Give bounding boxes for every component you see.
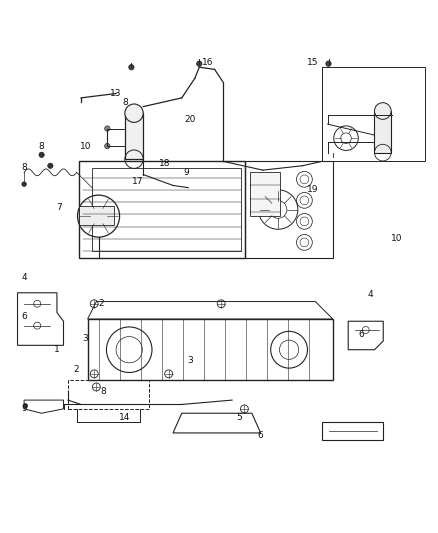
Bar [68, 381, 149, 409]
Text: 14: 14 [119, 413, 131, 422]
Text: 5: 5 [236, 413, 242, 422]
Bar [92, 168, 241, 251]
Text: 6: 6 [358, 330, 364, 339]
Text: 2: 2 [98, 299, 103, 308]
Text: 8: 8 [21, 164, 27, 173]
Circle shape [105, 126, 110, 131]
Text: 8: 8 [122, 98, 128, 107]
Text: 9: 9 [183, 168, 189, 177]
Bar [245, 161, 333, 258]
Text: 17: 17 [132, 176, 144, 185]
Text: 7: 7 [56, 203, 62, 212]
Text: 10: 10 [80, 142, 91, 150]
Circle shape [374, 103, 391, 119]
Text: 8: 8 [100, 387, 106, 396]
Circle shape [197, 61, 202, 66]
Bar [79, 161, 245, 258]
Text: 4: 4 [21, 273, 27, 282]
Bar [79, 206, 114, 225]
Bar [125, 113, 143, 159]
Circle shape [129, 64, 134, 70]
Text: 18: 18 [159, 159, 170, 168]
Circle shape [22, 182, 26, 187]
Circle shape [326, 61, 331, 66]
Text: 16: 16 [202, 58, 214, 67]
Text: 2: 2 [74, 365, 79, 374]
Text: 4: 4 [367, 290, 373, 300]
Text: 3: 3 [187, 356, 194, 365]
Bar [322, 67, 425, 161]
Text: 9: 9 [21, 405, 27, 414]
Text: 10: 10 [391, 233, 402, 243]
Text: 19: 19 [307, 185, 319, 195]
Circle shape [23, 403, 28, 408]
Text: 8: 8 [39, 142, 45, 150]
Text: 3: 3 [82, 334, 88, 343]
Bar [374, 111, 391, 152]
Circle shape [125, 104, 143, 123]
Text: 20: 20 [185, 115, 196, 124]
Text: 6: 6 [21, 312, 27, 321]
Circle shape [48, 163, 53, 168]
Text: 15: 15 [307, 58, 319, 67]
Circle shape [105, 143, 110, 149]
Text: 13: 13 [110, 89, 122, 98]
Bar [250, 172, 280, 216]
Text: 6: 6 [258, 431, 264, 440]
Circle shape [39, 152, 44, 157]
Text: 1: 1 [54, 345, 60, 354]
